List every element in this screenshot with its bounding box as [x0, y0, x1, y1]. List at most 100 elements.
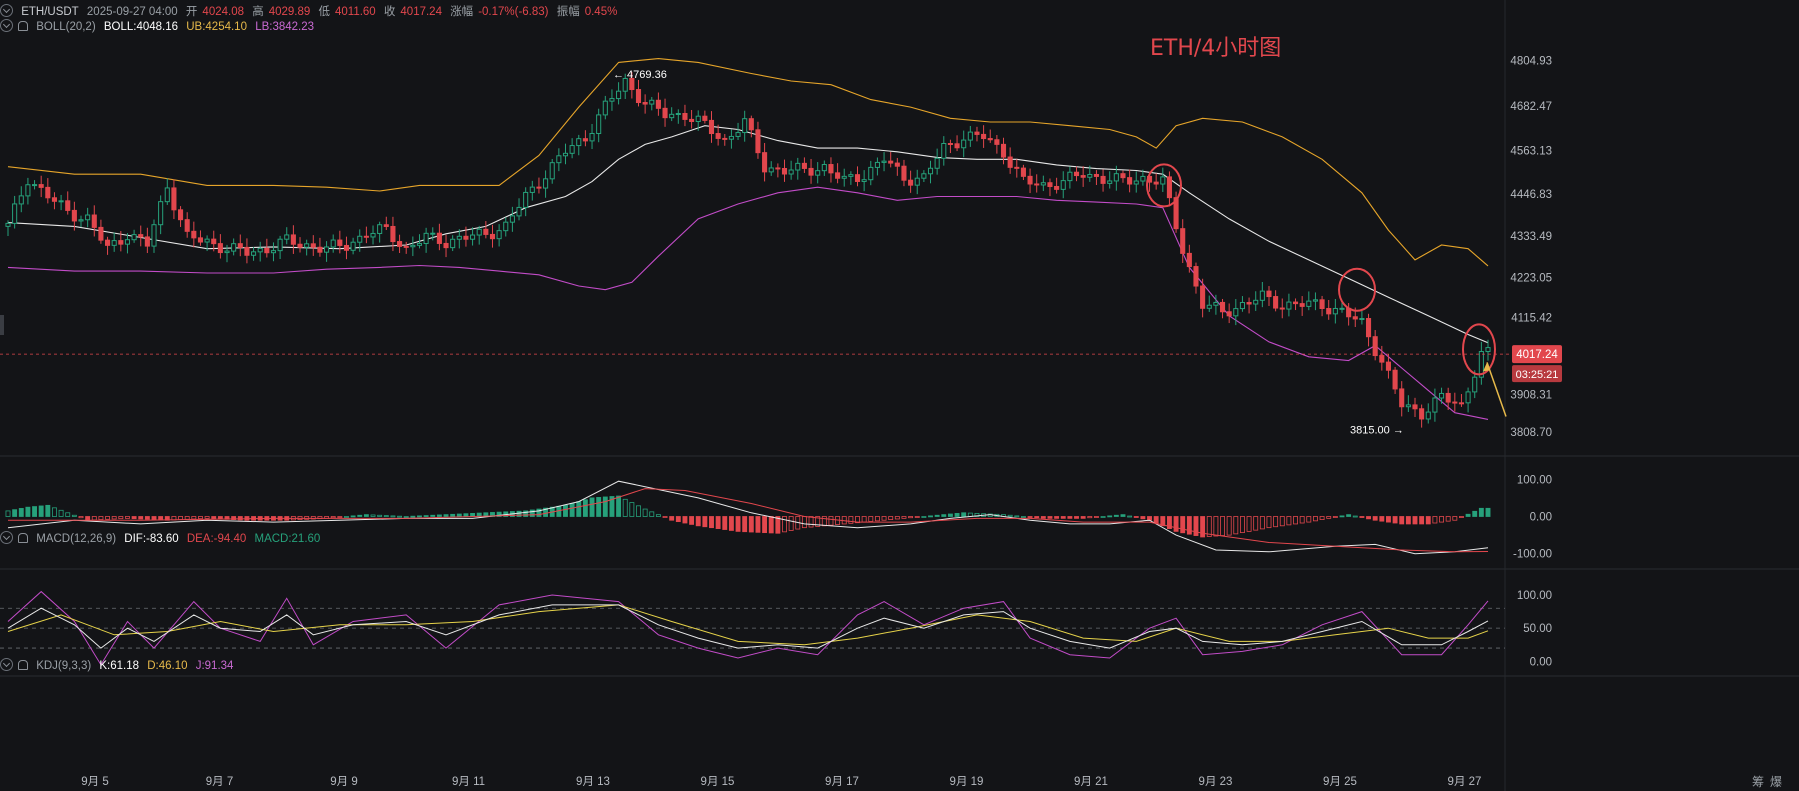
- macd-histogram-bar: [158, 516, 164, 521]
- macd-histogram-bar: [390, 515, 396, 518]
- candle-body: [1200, 285, 1206, 309]
- macd-histogram-bar: [921, 516, 927, 518]
- macd-histogram-bar: [1366, 516, 1371, 520]
- macd-histogram-bar: [151, 516, 157, 520]
- candle-body: [576, 138, 582, 147]
- candle-body: [1166, 176, 1172, 199]
- candle-body: [1372, 336, 1378, 357]
- open-label: 开: [185, 6, 198, 18]
- collapse-chevron-icon[interactable]: [0, 658, 13, 671]
- macd-histogram-bar: [1246, 516, 1252, 532]
- macd-histogram-bar: [204, 516, 210, 519]
- candle-body: [795, 162, 801, 171]
- macd-histogram-bar: [755, 516, 761, 533]
- candle-body: [516, 206, 522, 217]
- price-tick-label: 4223.05: [1510, 272, 1552, 284]
- candle-body: [1213, 301, 1219, 306]
- macd-histogram-bar: [237, 516, 243, 521]
- macd-histogram-bar: [1299, 516, 1305, 524]
- macd-histogram-bar: [12, 509, 18, 517]
- macd-histogram-bar: [1386, 516, 1391, 523]
- alert-bell-icon[interactable]: [18, 660, 28, 670]
- candle-body: [443, 242, 449, 249]
- collapse-chevron-icon[interactable]: [0, 19, 13, 32]
- candle-body: [244, 246, 250, 256]
- macd-histogram-bar: [529, 509, 535, 517]
- macd-histogram-bar: [1054, 516, 1060, 519]
- current-price-tag: [1512, 345, 1562, 364]
- candle-body: [509, 215, 515, 223]
- candle-body: [390, 225, 396, 243]
- candle-body: [144, 236, 150, 247]
- macd-histogram-bar: [58, 509, 64, 517]
- macd-histogram-bar: [1220, 516, 1225, 536]
- candle-body: [961, 139, 967, 149]
- macd-histogram-bar: [463, 513, 469, 517]
- macd-histogram-bar: [1034, 516, 1040, 519]
- macd-histogram-bar: [32, 506, 37, 517]
- alert-bell-icon[interactable]: [18, 21, 28, 31]
- corner-tools[interactable]: 筹爆: [1752, 773, 1788, 790]
- macd-histogram-bar: [1359, 516, 1365, 518]
- candle-body: [1465, 391, 1471, 404]
- macd-histogram-bar: [947, 513, 953, 517]
- candle-body: [1478, 351, 1484, 378]
- macd-histogram-bar: [1319, 516, 1325, 520]
- candle-body: [1458, 402, 1465, 405]
- candle-body: [941, 143, 947, 159]
- candle-body: [768, 167, 774, 173]
- candle-body: [476, 228, 482, 236]
- high-label: 高: [252, 6, 264, 18]
- macd-histogram-bar: [695, 516, 701, 527]
- candle-body: [277, 238, 283, 252]
- date-tick-label: 9月 5: [81, 776, 109, 788]
- macd-histogram-bar: [536, 508, 542, 517]
- alert-bell-icon[interactable]: [18, 533, 28, 543]
- collapse-chevron-icon[interactable]: [0, 4, 13, 17]
- candle-body: [423, 232, 429, 245]
- candle-body: [1472, 376, 1478, 393]
- candle-body: [967, 131, 973, 141]
- date-tick-label: 9月 13: [576, 776, 610, 788]
- macd-histogram-bar: [304, 516, 310, 520]
- candle-body: [65, 200, 71, 211]
- macd-histogram-bar: [1452, 516, 1458, 521]
- candle-body: [1266, 290, 1272, 298]
- collapse-chevron-icon[interactable]: [0, 531, 13, 544]
- candle-body: [529, 186, 535, 193]
- candle-body: [702, 115, 708, 121]
- macd-histogram-bar: [616, 495, 622, 517]
- macd-histogram-bar: [184, 516, 190, 520]
- price-tick-label: 4333.49: [1510, 231, 1552, 243]
- candle-body: [775, 167, 781, 170]
- candle-body: [635, 89, 642, 104]
- candle-body: [523, 191, 529, 208]
- macd-histogram-bar: [450, 513, 456, 517]
- candle-body: [1020, 167, 1026, 177]
- macd-histogram-bar: [622, 498, 628, 517]
- macd-histogram-bar: [675, 516, 681, 523]
- macd-histogram-bar: [1080, 516, 1086, 519]
- macd-histogram-bar: [1312, 516, 1318, 522]
- candle-body: [1140, 175, 1146, 182]
- macd-histogram-bar: [1266, 516, 1272, 529]
- macd-histogram-bar: [709, 516, 714, 529]
- macd-histogram-bar: [65, 512, 71, 517]
- liquidation-tool-label[interactable]: 爆: [1770, 775, 1789, 789]
- macd-histogram-bar: [861, 516, 867, 523]
- candle-body: [1419, 408, 1425, 420]
- candle-body: [78, 219, 84, 222]
- chip-tool-label[interactable]: 筹: [1752, 775, 1771, 789]
- macd-histogram-bar: [1279, 516, 1285, 527]
- macd-histogram-bar: [1120, 514, 1126, 517]
- macd-histogram-bar: [211, 516, 217, 520]
- candle-body: [489, 233, 496, 240]
- candle-body: [815, 170, 821, 176]
- macd-histogram-bar: [1226, 516, 1232, 536]
- candle-body: [224, 250, 230, 254]
- candle-body: [357, 235, 363, 243]
- candle-body: [1312, 299, 1318, 302]
- candle-body: [622, 77, 628, 92]
- candle-body: [363, 235, 369, 238]
